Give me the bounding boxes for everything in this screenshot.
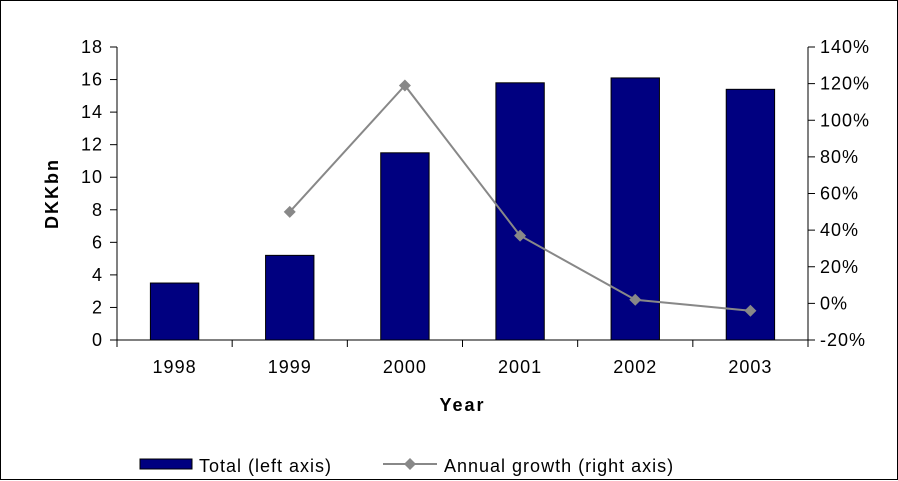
bar-1999: [265, 254, 315, 341]
left-tick-label: 0: [92, 330, 103, 350]
x-axis-title: Year: [439, 395, 485, 415]
right-tick-label: 100%: [820, 110, 870, 130]
right-tick-label: 60%: [820, 184, 859, 204]
line-layer: [283, 79, 757, 317]
right-tick-label: 20%: [820, 257, 859, 277]
left-tick-label: 6: [92, 232, 103, 252]
bars-layer: [149, 77, 776, 341]
left-tick-label: 18: [81, 37, 103, 57]
growth-point-1999: [283, 205, 296, 218]
legend-label-growth: Annual growth (right axis): [444, 456, 674, 476]
x-tick-label-1998: 1998: [153, 357, 197, 377]
growth-point-2003: [744, 304, 757, 317]
right-tick-label: 120%: [820, 74, 870, 94]
x-tick-label-1999: 1999: [268, 357, 312, 377]
growth-point-2002: [629, 293, 642, 306]
left-tick-label: 10: [81, 167, 103, 187]
legend-label-total: Total (left axis): [199, 456, 332, 476]
right-tick-label: -20%: [820, 330, 866, 350]
x-tick-label-2003: 2003: [728, 357, 772, 377]
bar-1998: [149, 282, 200, 341]
right-tick-label: 0%: [820, 293, 848, 313]
legend-swatch-total: [139, 458, 193, 470]
y-axis-title: DKKbn: [42, 158, 62, 229]
left-tick-label: 4: [92, 265, 103, 285]
right-tick-label: 80%: [820, 147, 859, 167]
left-tick-label: 12: [81, 135, 103, 155]
legend: Total (left axis) Annual growth (right a…: [139, 456, 674, 476]
left-tick-label: 16: [81, 70, 103, 90]
growth-point-2000: [398, 79, 411, 92]
left-tick-label: 2: [92, 297, 103, 317]
growth-point-2001: [514, 229, 527, 242]
right-tick-label: 140%: [820, 37, 870, 57]
axes-layer: 0 2 4 6 8 10 12 14 16 18 -20% 0% 20% 40% 60% 80% 100% 120…: [81, 37, 870, 377]
right-tick-label: 40%: [820, 220, 859, 240]
x-tick-label-2000: 2000: [383, 357, 427, 377]
legend-swatch-growth-marker: [404, 458, 416, 470]
x-tick-label-2002: 2002: [613, 357, 657, 377]
x-tick-label-2001: 2001: [498, 357, 542, 377]
left-tick-label: 8: [92, 200, 103, 220]
bar-2003: [725, 88, 776, 341]
left-tick-label: 14: [81, 102, 103, 122]
bar-2000: [380, 152, 430, 341]
bar-2001: [495, 82, 545, 341]
